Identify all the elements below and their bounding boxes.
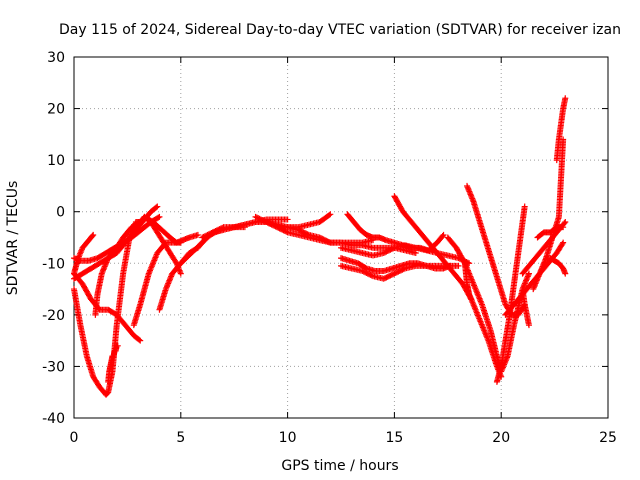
y-tick-label: -40 — [42, 411, 65, 427]
series-arc14 — [263, 219, 377, 246]
x-tick-label: 20 — [492, 430, 510, 446]
plot-frame — [73, 56, 609, 419]
data-point-markers — [105, 342, 121, 385]
y-tick-label: 30 — [47, 50, 65, 66]
chart-title: Day 115 of 2024, Sidereal Day-to-day VTE… — [59, 22, 621, 38]
y-axis-label: SDTVAR / TECUs — [5, 181, 21, 296]
y-tick-label: 10 — [47, 153, 65, 169]
x-tick-label: 25 — [599, 430, 617, 446]
data-series — [71, 95, 569, 398]
series-arc16 — [338, 242, 473, 267]
series-arc21 — [464, 182, 528, 318]
data-point-markers — [338, 242, 473, 267]
y-tick-label: -20 — [42, 308, 65, 324]
x-tick-label: 10 — [279, 430, 297, 446]
data-point-markers — [464, 182, 528, 318]
series-arc30 — [534, 224, 567, 241]
data-point-markers — [553, 95, 569, 164]
series-arc29 — [553, 95, 569, 164]
series-arc19 — [391, 193, 505, 380]
data-point-markers — [71, 203, 161, 282]
x-tick-label: 5 — [176, 430, 185, 446]
data-point-markers — [519, 286, 532, 329]
x-tick-label: 15 — [385, 430, 403, 446]
data-point-markers — [534, 224, 567, 241]
x-axis-label: GPS time / hours — [281, 458, 398, 474]
data-point-markers — [391, 193, 505, 380]
y-tick-label: 20 — [47, 102, 65, 118]
y-tick-label: -10 — [42, 256, 65, 272]
x-tick-labels: 0 5 10 15 20 25 — [70, 430, 617, 446]
y-tick-labels: -40 -30 -20 -10 0 10 20 30 — [42, 50, 65, 427]
x-tick-label: 0 — [70, 430, 79, 446]
series-arc9 — [130, 239, 184, 329]
data-point-markers — [461, 260, 475, 303]
series-arc7 — [71, 203, 161, 282]
data-point-markers — [263, 219, 377, 246]
series-arc22 — [461, 260, 475, 303]
data-point-markers — [130, 239, 184, 329]
series-arc6 — [105, 342, 121, 385]
series-arc25 — [519, 286, 532, 329]
grid-lines — [74, 57, 608, 418]
y-tick-label: 0 — [56, 205, 65, 221]
axis-ticks — [73, 56, 609, 419]
y-tick-label: -30 — [42, 359, 65, 375]
